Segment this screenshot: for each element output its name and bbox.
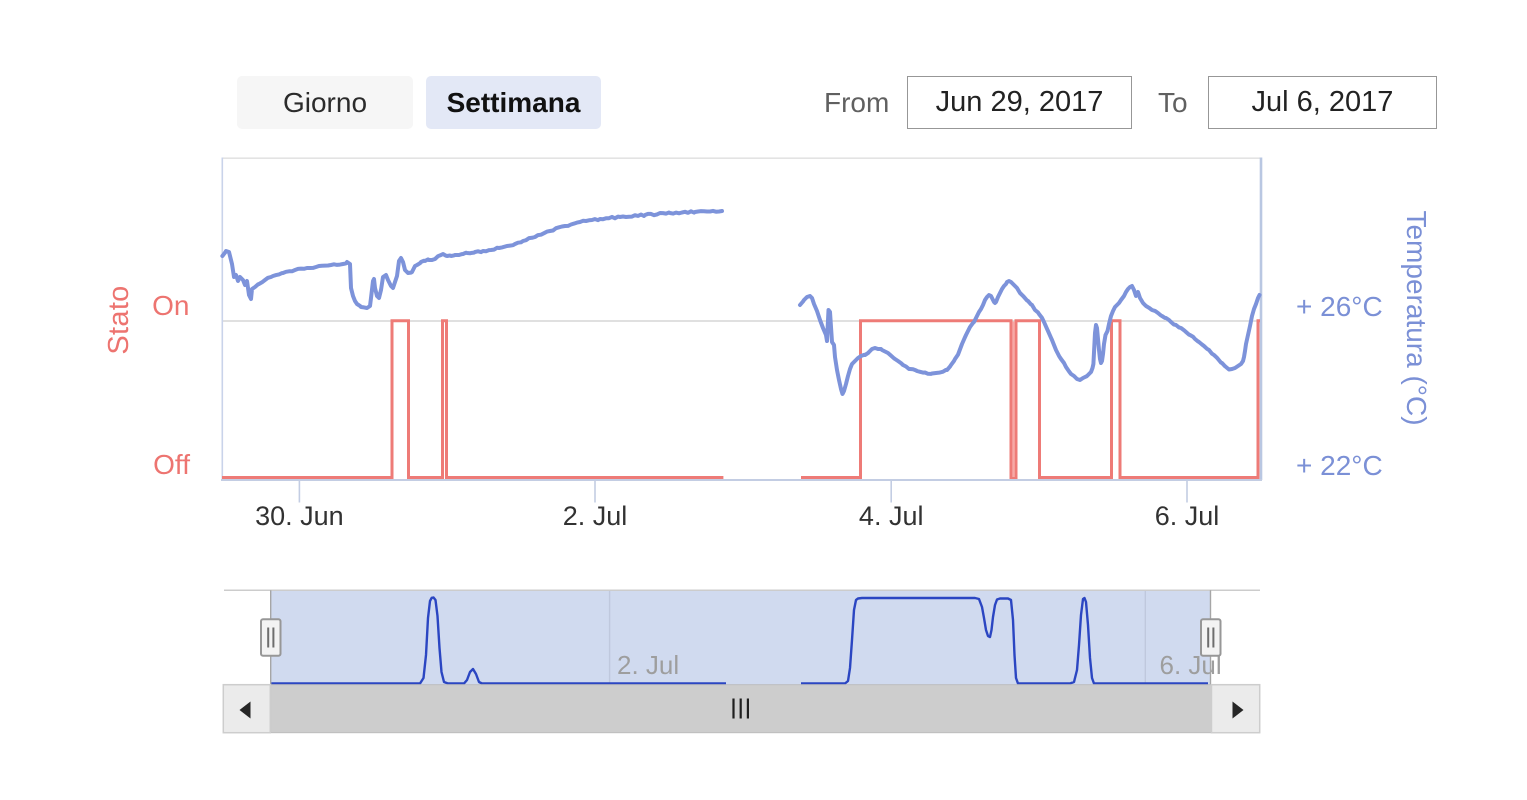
svg-text:6. Jul: 6. Jul: [1155, 501, 1220, 531]
svg-text:Stato: Stato: [103, 285, 135, 354]
svg-text:Temperatura (°C): Temperatura (°C): [1401, 210, 1432, 425]
svg-text:+ 22°C: + 22°C: [1296, 450, 1383, 481]
svg-text:30. Jun: 30. Jun: [255, 501, 344, 531]
svg-text:2. Jul: 2. Jul: [617, 650, 679, 680]
svg-text:2. Jul: 2. Jul: [563, 501, 628, 531]
svg-text:Off: Off: [153, 449, 190, 480]
svg-text:+ 26°C: + 26°C: [1296, 291, 1383, 322]
svg-text:4. Jul: 4. Jul: [859, 501, 924, 531]
svg-text:On: On: [152, 290, 189, 321]
